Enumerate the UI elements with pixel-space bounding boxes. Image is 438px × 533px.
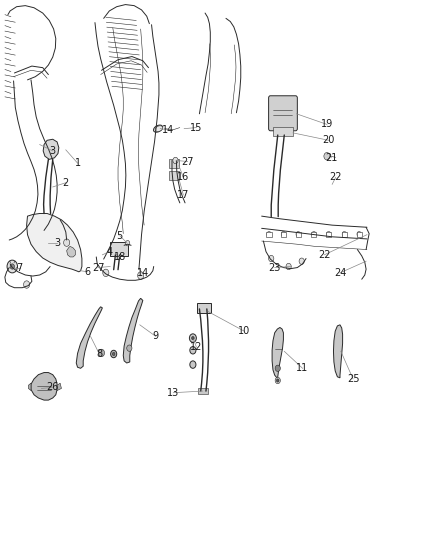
Text: 27: 27 xyxy=(92,263,104,272)
Text: 26: 26 xyxy=(46,382,59,392)
Text: 13: 13 xyxy=(167,387,180,398)
Text: 19: 19 xyxy=(321,119,333,130)
Circle shape xyxy=(275,377,280,384)
Ellipse shape xyxy=(155,126,163,132)
Polygon shape xyxy=(28,383,31,391)
Circle shape xyxy=(190,361,196,368)
Text: 2: 2 xyxy=(63,177,69,188)
Ellipse shape xyxy=(153,125,162,132)
Circle shape xyxy=(191,336,194,340)
FancyBboxPatch shape xyxy=(197,303,211,313)
Circle shape xyxy=(103,269,109,277)
Circle shape xyxy=(296,231,300,237)
Bar xyxy=(311,232,317,237)
Circle shape xyxy=(173,157,178,164)
Circle shape xyxy=(357,231,361,237)
Circle shape xyxy=(7,260,18,273)
Polygon shape xyxy=(272,327,283,378)
Text: 23: 23 xyxy=(268,263,281,272)
Text: 6: 6 xyxy=(85,267,91,277)
Circle shape xyxy=(342,231,346,237)
Text: 3: 3 xyxy=(49,146,56,156)
FancyBboxPatch shape xyxy=(268,96,297,131)
Text: 7: 7 xyxy=(17,263,23,272)
Text: 15: 15 xyxy=(190,123,202,133)
Text: 3: 3 xyxy=(54,238,60,248)
Circle shape xyxy=(276,379,279,382)
Text: 21: 21 xyxy=(325,153,337,163)
Polygon shape xyxy=(27,214,82,272)
Polygon shape xyxy=(67,246,75,257)
Circle shape xyxy=(324,152,330,160)
Polygon shape xyxy=(31,373,57,400)
Text: 1: 1 xyxy=(74,158,81,168)
Text: 24: 24 xyxy=(334,268,346,278)
Circle shape xyxy=(125,240,130,246)
Text: 8: 8 xyxy=(96,349,102,359)
Text: 17: 17 xyxy=(177,190,190,200)
Circle shape xyxy=(127,345,132,351)
Text: 18: 18 xyxy=(113,252,126,262)
FancyBboxPatch shape xyxy=(273,126,293,135)
Circle shape xyxy=(268,255,274,262)
Text: 10: 10 xyxy=(238,326,251,336)
Bar xyxy=(281,232,286,237)
Circle shape xyxy=(111,350,117,358)
Text: 20: 20 xyxy=(322,135,335,146)
Text: 12: 12 xyxy=(190,342,202,352)
Text: 22: 22 xyxy=(318,250,331,260)
Text: 27: 27 xyxy=(181,157,194,166)
Circle shape xyxy=(10,264,14,269)
Circle shape xyxy=(312,231,316,237)
Bar xyxy=(326,232,331,237)
Circle shape xyxy=(275,365,280,372)
FancyBboxPatch shape xyxy=(169,171,179,180)
Polygon shape xyxy=(57,383,61,391)
Text: 4: 4 xyxy=(106,247,113,257)
Text: 16: 16 xyxy=(177,172,190,182)
Bar xyxy=(357,232,362,237)
Text: 14: 14 xyxy=(137,268,149,278)
Circle shape xyxy=(299,258,304,264)
Text: 22: 22 xyxy=(329,172,342,182)
Polygon shape xyxy=(43,139,59,159)
Text: 11: 11 xyxy=(297,364,309,373)
Text: 9: 9 xyxy=(153,332,159,342)
Polygon shape xyxy=(76,307,102,368)
Circle shape xyxy=(99,349,105,357)
Text: 5: 5 xyxy=(117,231,123,241)
Bar xyxy=(266,232,272,237)
Circle shape xyxy=(190,346,196,354)
Circle shape xyxy=(267,231,271,237)
Circle shape xyxy=(24,281,30,288)
Text: 14: 14 xyxy=(162,125,174,135)
Circle shape xyxy=(326,231,331,237)
Polygon shape xyxy=(333,325,343,378)
Bar xyxy=(342,232,347,237)
Circle shape xyxy=(138,272,144,279)
Polygon shape xyxy=(123,298,143,363)
Circle shape xyxy=(64,239,70,246)
Circle shape xyxy=(286,263,291,270)
FancyBboxPatch shape xyxy=(169,159,179,168)
FancyBboxPatch shape xyxy=(110,242,128,256)
FancyBboxPatch shape xyxy=(198,388,208,394)
Text: 25: 25 xyxy=(347,374,359,384)
Bar xyxy=(296,232,301,237)
Circle shape xyxy=(281,231,286,237)
Circle shape xyxy=(189,334,196,342)
Circle shape xyxy=(113,352,115,356)
